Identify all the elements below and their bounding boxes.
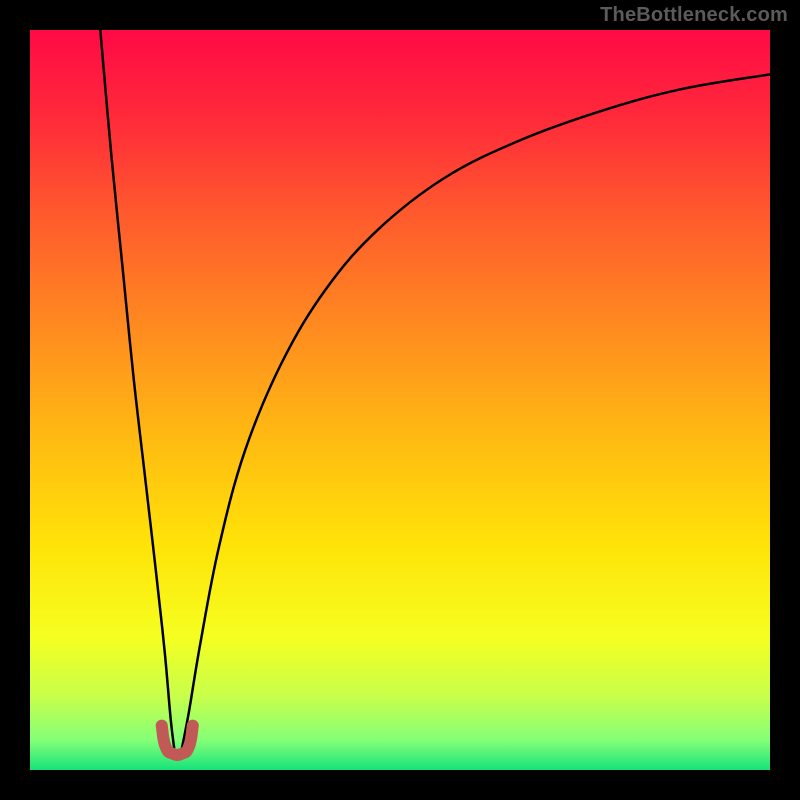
chart-root: TheBottleneck.com (0, 0, 800, 800)
plot-svg (30, 30, 770, 770)
plot-area (30, 30, 770, 770)
watermark-text: TheBottleneck.com (600, 4, 788, 27)
background-gradient (30, 30, 770, 770)
